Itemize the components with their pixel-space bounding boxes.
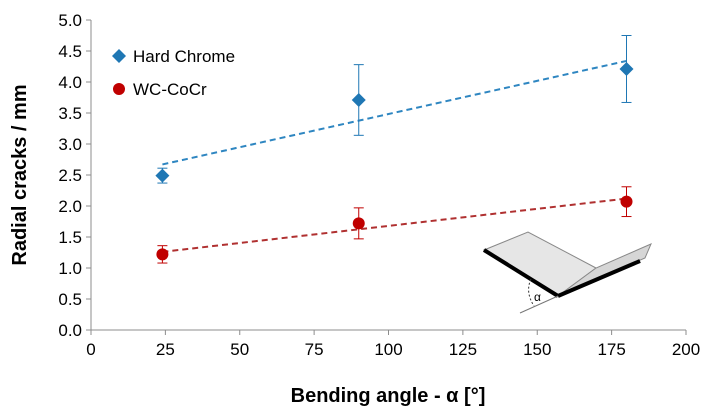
x-axis-title: Bending angle - α [°] [291, 385, 486, 407]
y-tick-label: 3.0 [58, 135, 82, 154]
inset-edge-right [557, 259, 641, 298]
trendline-wc-cocr [162, 197, 627, 253]
y-tick-label: 4.0 [58, 73, 82, 92]
x-tick-label: 100 [374, 340, 402, 359]
y-tick-label: 5.0 [58, 11, 82, 30]
y-tick-label: 1.0 [58, 259, 82, 278]
data-point-hard-chrome [351, 92, 366, 107]
x-tick-label: 25 [156, 340, 175, 359]
trendline-hard-chrome [162, 59, 627, 166]
y-tick-label: 2.0 [58, 197, 82, 216]
x-tick-label: 200 [672, 340, 700, 359]
inset-angle-label: α [534, 290, 541, 304]
axes [86, 19, 687, 335]
y-tick-label: 1.5 [58, 228, 82, 247]
data-point-wc-cocr [156, 248, 169, 261]
x-tick-label: 150 [523, 340, 551, 359]
x-tick-label: 50 [230, 340, 249, 359]
y-tick-label: 4.5 [58, 42, 82, 61]
data-point-hard-chrome [619, 61, 634, 76]
y-tick-label: 3.5 [58, 104, 82, 123]
legend-marker-wc-cocr [113, 83, 125, 95]
x-tick-label: 125 [449, 340, 477, 359]
x-tick-label: 75 [305, 340, 324, 359]
x-tick-label: 175 [597, 340, 625, 359]
bending-angle-inset-diagram: α [482, 231, 652, 314]
series-layer [155, 35, 634, 264]
inset-base-line [519, 295, 559, 314]
legend-marker-hard-chrome [112, 49, 126, 63]
legend-label-wc-cocr: WC-CoCr [133, 80, 207, 99]
data-point-wc-cocr [352, 217, 365, 230]
data-point-wc-cocr [620, 195, 633, 208]
tick-labels: 0.0 0.5 1.0 1.5 2.0 2.5 3.0 3.5 4.0 4.5 5.0 0 25 50 75… [58, 11, 700, 359]
y-tick-label: 0.0 [58, 321, 82, 340]
y-tick-label: 2.5 [58, 166, 82, 185]
x-tick-label: 0 [86, 340, 95, 359]
legend-label-hard-chrome: Hard Chrome [133, 47, 235, 66]
legend: Hard Chrome WC-CoCr [112, 47, 235, 99]
inset-angle-arc [528, 278, 535, 307]
y-axis-title: Radial cracks / mm [9, 84, 31, 265]
inset-edge-left [482, 248, 560, 298]
y-tick-label: 0.5 [58, 290, 82, 309]
data-point-hard-chrome [155, 168, 170, 183]
